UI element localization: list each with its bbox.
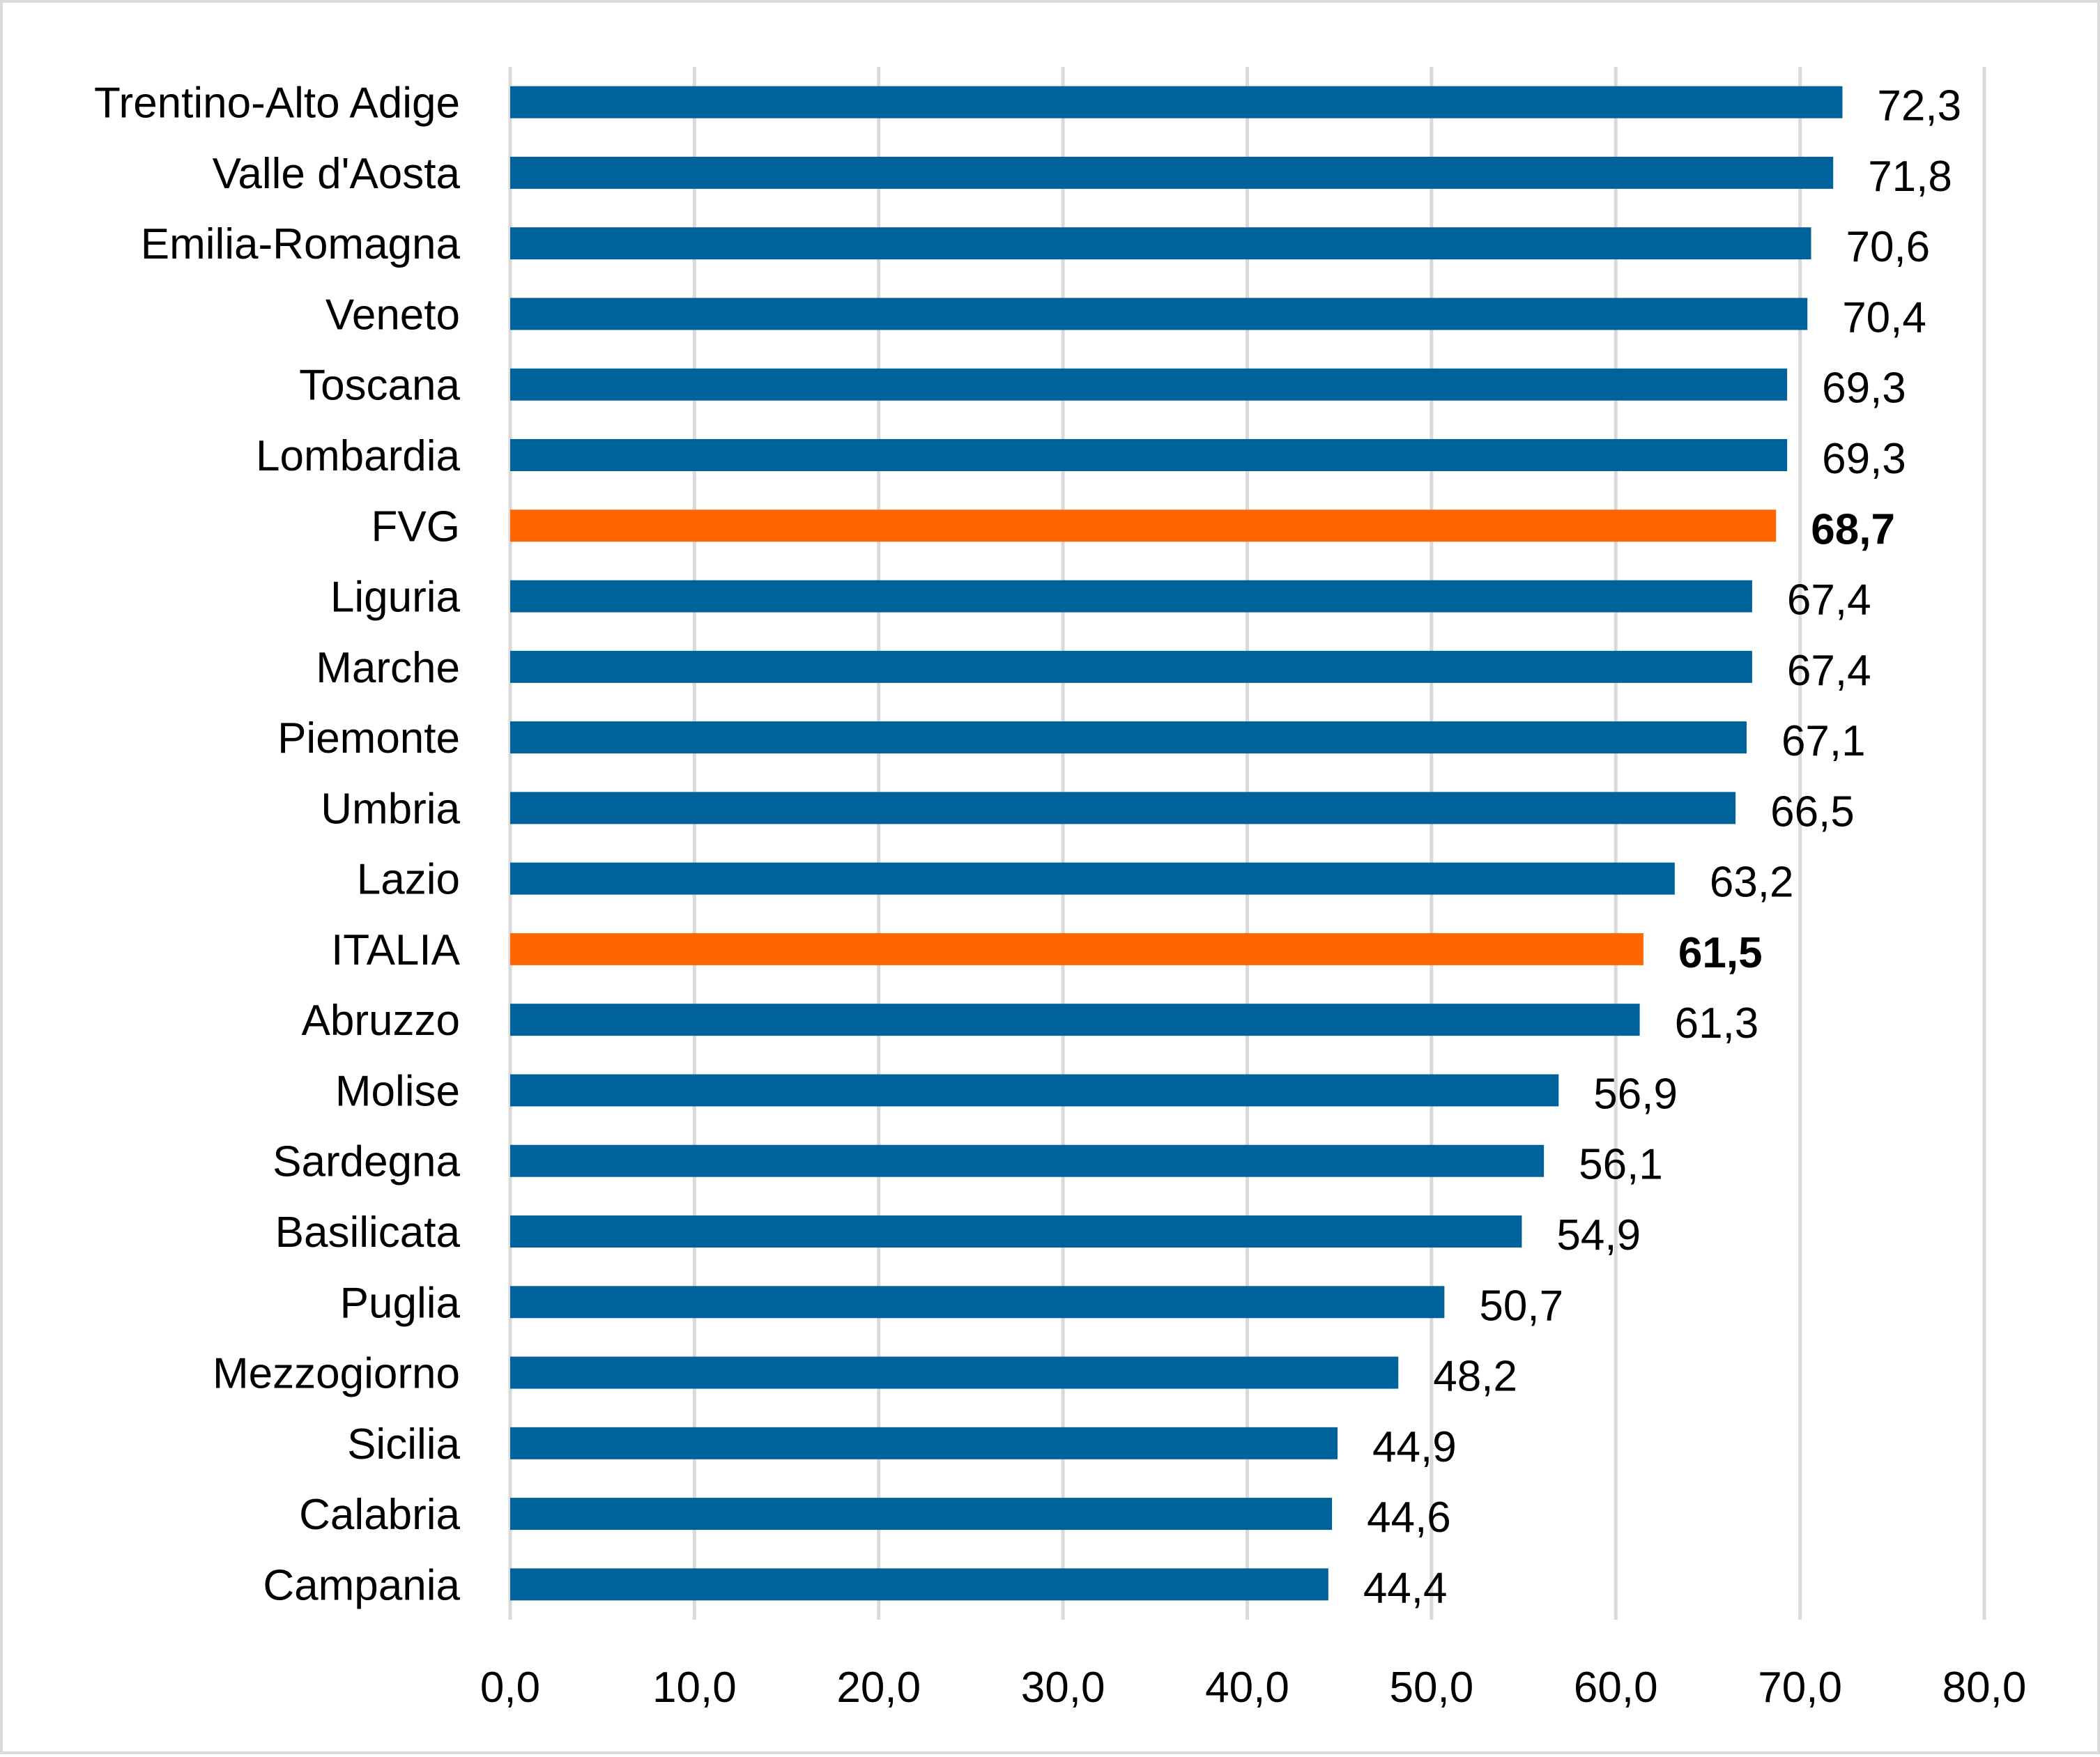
category-label: Valle d'Aosta (213, 150, 461, 198)
category-label: Mezzogiorno (213, 1350, 460, 1398)
category-label: Umbria (321, 785, 460, 833)
bar-chart: Trentino-Alto Adige Valle d'Aosta Emilia-R… (94, 67, 2026, 1712)
bar (510, 1356, 1399, 1389)
x-tick-label: 10,0 (652, 1664, 737, 1712)
bar (510, 1074, 1559, 1107)
x-axis-tick-labels: 0,0 10,0 20,0 30,0 40,0 50,0 60,0 70,0 80,0 (480, 1664, 2026, 1712)
bar (510, 1144, 1545, 1177)
x-tick-label: 30,0 (1021, 1664, 1105, 1712)
data-label: 44,6 (1367, 1494, 1451, 1542)
x-tick-label: 70,0 (1758, 1664, 1842, 1712)
category-label: Piemonte (277, 714, 460, 762)
bar (510, 156, 1834, 189)
data-label: 71,8 (1868, 153, 1952, 201)
category-label: Calabria (299, 1491, 460, 1539)
category-label: ITALIA (331, 926, 461, 974)
bar (510, 227, 1811, 260)
x-tick-label: 60,0 (1574, 1664, 1658, 1712)
category-label: Molise (335, 1067, 460, 1115)
data-label: 50,7 (1479, 1282, 1563, 1330)
data-label: 61,3 (1675, 999, 1759, 1048)
bar (510, 1427, 1338, 1459)
bar (510, 650, 1752, 683)
category-label: Emilia-Romagna (141, 220, 461, 268)
category-label: Liguria (330, 574, 461, 622)
x-tick-label: 20,0 (836, 1664, 921, 1712)
data-label: 69,3 (1822, 365, 1906, 413)
bar (510, 933, 1643, 965)
category-label: Lazio (357, 856, 460, 904)
x-tick-label: 40,0 (1205, 1664, 1289, 1712)
category-label: Marche (316, 644, 460, 692)
category-label: FVG (371, 502, 460, 551)
category-label: Campania (263, 1561, 460, 1609)
data-label: 66,5 (1770, 788, 1855, 836)
bar (510, 721, 1747, 754)
value-labels: 72,3 71,8 70,6 70,4 69,3 69,3 68,7 67,4 67,4 67,1… (1363, 82, 1961, 1613)
bar (510, 298, 1808, 330)
bar (510, 580, 1752, 613)
bar (510, 862, 1675, 895)
category-label: Trentino-Alto Adige (94, 79, 460, 128)
data-label: 67,1 (1781, 717, 1866, 765)
data-label: 67,4 (1787, 647, 1871, 695)
bar (510, 1286, 1445, 1319)
bar (510, 1498, 1333, 1530)
x-tick-label: 0,0 (480, 1664, 540, 1712)
bar (510, 792, 1736, 824)
bar (510, 509, 1777, 542)
category-label: Sicilia (347, 1420, 460, 1468)
x-tick-label: 80,0 (1942, 1664, 2027, 1712)
bar (510, 439, 1788, 471)
data-label: 56,9 (1593, 1070, 1678, 1118)
data-label: 69,3 (1822, 435, 1906, 483)
category-label: Toscana (299, 362, 460, 410)
data-label: 72,3 (1877, 82, 1961, 130)
data-label: 70,6 (1846, 223, 1930, 271)
bar (510, 368, 1788, 401)
bars (510, 86, 1843, 1601)
data-label: 63,2 (1710, 859, 1794, 907)
bar (510, 1568, 1328, 1601)
category-label: Lombardia (256, 432, 460, 480)
category-labels: Trentino-Alto Adige Valle d'Aosta Emilia-R… (94, 79, 461, 1610)
data-label: 61,5 (1678, 929, 1763, 977)
data-label: 44,9 (1372, 1423, 1457, 1471)
data-label: 54,9 (1556, 1211, 1641, 1259)
bar (510, 1215, 1522, 1248)
category-label: Basilicata (275, 1209, 461, 1257)
x-tick-label: 50,0 (1390, 1664, 1474, 1712)
bar (510, 1004, 1640, 1036)
data-label: 70,4 (1842, 293, 1926, 342)
category-label: Abruzzo (302, 997, 460, 1045)
category-label: Sardegna (273, 1138, 460, 1186)
category-label: Veneto (325, 291, 460, 339)
data-label: 56,1 (1579, 1141, 1663, 1189)
data-label: 68,7 (1811, 505, 1895, 553)
data-label: 67,4 (1787, 576, 1871, 624)
data-label: 44,4 (1363, 1564, 1448, 1612)
data-label: 48,2 (1433, 1353, 1517, 1401)
bar (510, 86, 1843, 118)
category-label: Puglia (340, 1279, 461, 1327)
